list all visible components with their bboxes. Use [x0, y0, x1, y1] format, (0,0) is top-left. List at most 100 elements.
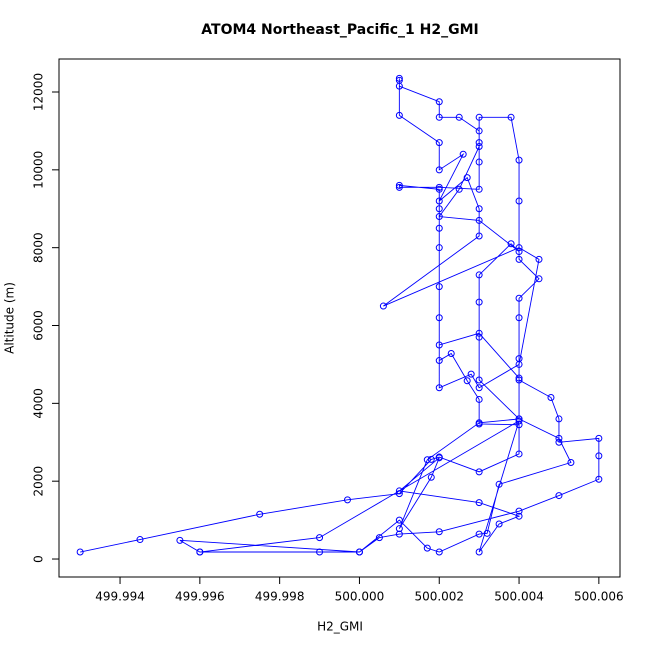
data-point: [515, 374, 523, 382]
data-point: [515, 197, 523, 205]
data-point: [475, 384, 483, 392]
x-tick-label: 499.996: [175, 590, 225, 604]
data-point: [435, 384, 443, 392]
chart-title: ATOM4 Northeast_Pacific_1 H2_GMI: [201, 22, 478, 38]
y-tick-label: 6000: [32, 310, 46, 341]
data-point: [435, 341, 443, 349]
y-tick-label: 8000: [32, 232, 46, 263]
data-point: [515, 360, 523, 368]
data-point: [515, 507, 523, 515]
data-point: [515, 415, 523, 423]
data-point: [547, 394, 555, 402]
data-point: [475, 395, 483, 403]
data-point: [555, 438, 563, 446]
data-point: [375, 534, 383, 542]
data-point: [435, 139, 443, 147]
data-point: [196, 548, 204, 556]
data-line: [80, 78, 600, 553]
data-point: [515, 512, 523, 520]
data-point: [515, 450, 523, 458]
data-point: [447, 350, 455, 358]
y-tick-label: 4000: [32, 388, 46, 419]
data-point: [463, 174, 471, 182]
data-point: [595, 452, 603, 460]
data-point: [475, 232, 483, 240]
data-point: [467, 370, 475, 378]
data-point: [435, 213, 443, 221]
data-point: [395, 516, 403, 524]
y-axis-label: Altitude (m): [3, 282, 17, 354]
data-point: [507, 240, 515, 248]
data-point: [435, 98, 443, 106]
data-point: [435, 357, 443, 365]
data-point: [395, 490, 403, 498]
plot-frame: [58, 58, 621, 578]
data-point: [455, 113, 463, 121]
y-tick-label: 0: [32, 555, 46, 563]
data-point: [515, 248, 523, 256]
data-point: [475, 419, 483, 427]
data-point: [395, 74, 403, 82]
data-point: [495, 480, 503, 488]
data-point: [395, 76, 403, 84]
data-point: [475, 376, 483, 384]
data-point: [435, 244, 443, 252]
data-point: [475, 548, 483, 556]
data-point: [475, 329, 483, 337]
data-point: [555, 434, 563, 442]
data-point: [427, 473, 435, 481]
data-point: [435, 454, 443, 462]
data-point: [483, 529, 491, 537]
data-point: [475, 271, 483, 279]
data-point: [475, 216, 483, 224]
data-point: [435, 314, 443, 322]
x-tick-label: 500.002: [414, 590, 464, 604]
data-point: [475, 185, 483, 193]
data-point: [475, 468, 483, 476]
data-point: [435, 166, 443, 174]
x-tick-label: 499.994: [95, 590, 145, 604]
data-point: [595, 475, 603, 483]
data-point: [595, 434, 603, 442]
x-tick-label: 499.998: [255, 590, 305, 604]
data-point: [475, 499, 483, 507]
data-point: [475, 205, 483, 213]
data-point: [395, 111, 403, 119]
data-point: [435, 528, 443, 536]
data-point: [535, 275, 543, 283]
data-point: [515, 156, 523, 164]
data-point: [475, 298, 483, 306]
data-point: [567, 459, 575, 467]
data-point: [76, 548, 84, 556]
data-point: [555, 492, 563, 500]
data-point: [316, 534, 324, 542]
data-point: [176, 536, 184, 544]
data-point: [395, 183, 403, 191]
data-point: [427, 455, 435, 463]
data-point: [455, 185, 463, 193]
data-point: [475, 139, 483, 147]
data-point: [355, 548, 363, 556]
data-point: [475, 127, 483, 135]
data-point: [423, 544, 431, 552]
data-point: [459, 150, 467, 158]
data-point: [555, 415, 563, 423]
data-point: [515, 376, 523, 384]
data-point: [423, 456, 431, 464]
data-point: [515, 314, 523, 322]
y-tick-label: 10000: [32, 151, 46, 189]
data-point: [256, 510, 264, 518]
data-point: [435, 283, 443, 291]
data-point: [515, 244, 523, 252]
data-point: [507, 113, 515, 121]
y-tick-label: 12000: [32, 73, 46, 111]
y-tick-label: 2000: [32, 466, 46, 497]
x-tick-label: 500.004: [494, 590, 544, 604]
data-point: [395, 525, 403, 533]
data-point: [475, 158, 483, 166]
x-tick-label: 500.000: [335, 590, 385, 604]
data-point: [515, 294, 523, 302]
data-point: [475, 142, 483, 150]
data-point: [395, 487, 403, 495]
